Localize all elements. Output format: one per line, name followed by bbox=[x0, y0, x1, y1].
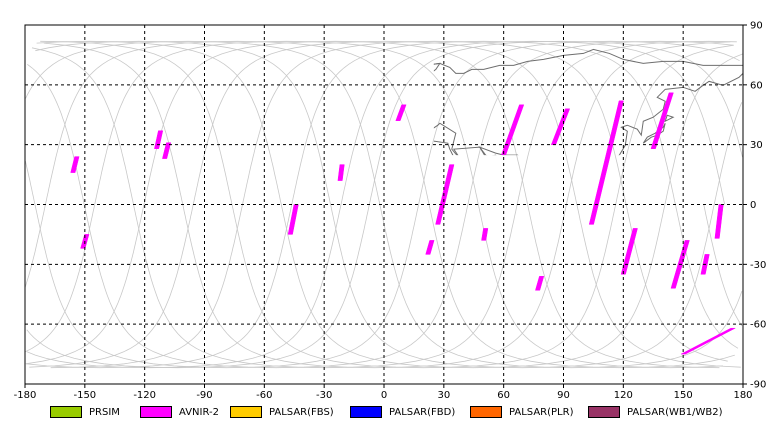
longitude-ticks: -180 -150 -120 -90 -60 -30 0 30 60 90 120 150 180 bbox=[14, 384, 753, 400]
coastlines bbox=[433, 48, 744, 156]
orbit-track bbox=[625, 204, 728, 362]
avnir2-swath bbox=[154, 130, 164, 149]
y-tick-label: -90 bbox=[750, 380, 766, 391]
orbit-track bbox=[26, 40, 726, 369]
x-tick-label: 90 bbox=[557, 390, 570, 400]
orbit-track bbox=[36, 40, 282, 205]
arabia-outline bbox=[452, 146, 497, 156]
legend-label: PRSIM bbox=[89, 406, 120, 418]
y-tick-label: 90 bbox=[750, 21, 763, 32]
avnir2-swath bbox=[535, 276, 545, 291]
orbit-track bbox=[576, 204, 741, 368]
x-tick-label: -60 bbox=[256, 390, 272, 400]
x-tick-label: -180 bbox=[14, 390, 37, 400]
orbit-track bbox=[83, 40, 734, 369]
orbit-track bbox=[25, 40, 479, 353]
y-tick-label: -60 bbox=[750, 320, 766, 331]
y-tick-label: 30 bbox=[750, 140, 763, 151]
map-background bbox=[25, 25, 743, 384]
x-tick-label: -120 bbox=[133, 390, 156, 400]
x-tick-label: -30 bbox=[316, 390, 332, 400]
legend-label: PALSAR(FBD) bbox=[389, 406, 456, 418]
legend-item: PALSAR(PLR) bbox=[470, 402, 573, 422]
orbit-track bbox=[428, 204, 735, 369]
x-tick-label: 120 bbox=[614, 390, 633, 400]
orbit-track bbox=[40, 40, 233, 205]
x-tick-label: 150 bbox=[674, 390, 693, 400]
orbit-track bbox=[25, 161, 36, 205]
orbit-track bbox=[182, 41, 731, 369]
avnir2-swath bbox=[481, 228, 489, 241]
orbit-track bbox=[231, 44, 734, 369]
orbit-track bbox=[34, 40, 740, 369]
legend-item: PALSAR(WB1/WB2) bbox=[588, 402, 723, 422]
avnir2-swath bbox=[650, 92, 674, 149]
orbit-track bbox=[703, 204, 743, 327]
legend-item: PALSAR(FBS) bbox=[230, 402, 334, 422]
avnir2-acquisitions bbox=[70, 92, 736, 355]
legend-swatch bbox=[140, 406, 172, 418]
orbit-track bbox=[25, 40, 381, 205]
legend-swatch bbox=[588, 406, 620, 418]
y-tick-label: 60 bbox=[750, 80, 763, 91]
orbit-track bbox=[26, 40, 676, 369]
orbit-track bbox=[675, 204, 739, 349]
orbit-track bbox=[133, 40, 737, 369]
legend-swatch bbox=[470, 406, 502, 418]
avnir2-swath bbox=[620, 228, 638, 275]
coverage-map: -180 -150 -120 -90 -60 -30 0 30 60 90 120 150 180 90… bbox=[14, 21, 767, 401]
avnir2-swath bbox=[588, 100, 624, 225]
avnir2-swath bbox=[70, 156, 80, 173]
y-tick-label: -30 bbox=[750, 260, 766, 271]
latitude-ticks: 90 60 30 0 -30 -60 -90 bbox=[743, 21, 766, 391]
orbit-track bbox=[35, 40, 331, 205]
legend-label: PALSAR(FBS) bbox=[269, 406, 334, 418]
japan-outline bbox=[642, 114, 675, 144]
legend-label: PALSAR(PLR) bbox=[509, 406, 574, 418]
avnir2-swath bbox=[337, 164, 345, 181]
orbit-track bbox=[25, 40, 528, 365]
legend-swatch bbox=[230, 406, 262, 418]
legend-item: PALSAR(FBD) bbox=[350, 402, 455, 422]
orbit-track bbox=[280, 53, 743, 369]
orbit-track bbox=[31, 47, 134, 205]
legend-item: PRSIM bbox=[50, 402, 120, 422]
x-tick-label: 180 bbox=[733, 390, 752, 400]
legend-item: AVNIR-2 bbox=[140, 402, 219, 422]
orbit-track bbox=[25, 40, 430, 288]
x-tick-label: -90 bbox=[196, 390, 212, 400]
y-tick-label: 0 bbox=[750, 200, 756, 211]
orbit-track bbox=[527, 204, 720, 369]
legend-swatch bbox=[50, 406, 82, 418]
sensor-legend: PRSIM AVNIR-2 PALSAR(FBS) PALSAR(FBD) PALSAR… bbox=[0, 402, 770, 422]
avnir2-swath bbox=[501, 104, 525, 155]
avnir2-swath bbox=[395, 104, 407, 121]
x-tick-label: 60 bbox=[497, 390, 510, 400]
legend-swatch bbox=[350, 406, 382, 418]
orbit-track bbox=[29, 40, 578, 368]
orbit-track bbox=[27, 63, 85, 205]
orbit-track bbox=[43, 42, 184, 205]
avnir2-swath bbox=[425, 240, 435, 255]
eurasia-outline bbox=[433, 48, 744, 156]
orbit-track bbox=[330, 102, 743, 369]
legend-label: PALSAR(WB1/WB2) bbox=[627, 406, 723, 418]
orbit-track bbox=[26, 40, 743, 369]
x-tick-label: -150 bbox=[73, 390, 96, 400]
legend-label: AVNIR-2 bbox=[179, 406, 219, 418]
x-tick-label: 30 bbox=[437, 390, 450, 400]
avnir2-swath bbox=[162, 142, 172, 159]
avnir2-swath bbox=[680, 327, 736, 355]
x-tick-label: 0 bbox=[381, 390, 387, 400]
